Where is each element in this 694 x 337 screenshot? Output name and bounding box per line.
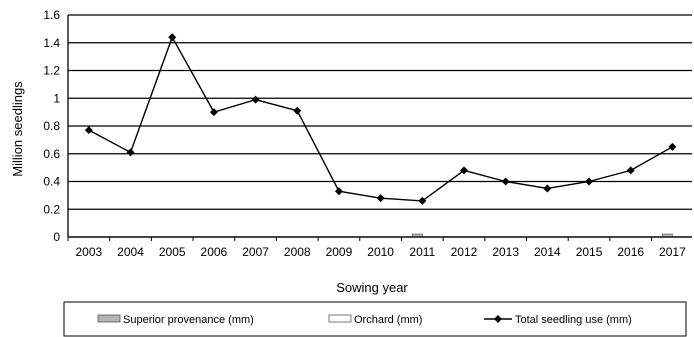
data-point [501, 177, 510, 186]
x-tick-label: 2015 [576, 245, 603, 259]
x-tick-label: 2014 [534, 245, 561, 259]
x-tick-label: 2016 [617, 245, 644, 259]
x-tick-label: 2012 [451, 245, 478, 259]
data-point [585, 177, 594, 186]
data-point [668, 142, 677, 151]
x-tick-label: 2011 [409, 245, 435, 259]
legend-swatch [97, 314, 121, 323]
x-tick-label: 2010 [367, 245, 394, 259]
data-point [543, 184, 552, 193]
data-point [459, 166, 468, 175]
x-tick-label: 2008 [284, 245, 311, 259]
x-tick-label: 2007 [242, 245, 269, 259]
x-tick-label: 2003 [75, 245, 102, 259]
x-tick-label: 2017 [659, 245, 686, 259]
data-point [251, 95, 260, 104]
x-tick-label: 2009 [326, 245, 353, 259]
y-tick-labels: 0 0.2 0.4 0.6 0.8 1 1.2 1.4 1.6 [43, 8, 60, 244]
data-point [209, 108, 218, 117]
legend-swatch-marker [494, 315, 502, 323]
y-axis-label: Million seedlings [10, 81, 25, 177]
y-tick-label: 0 [53, 230, 60, 244]
data-point [334, 187, 343, 196]
data-point [126, 148, 135, 157]
data-point [418, 196, 427, 205]
y-tick-label: 1.2 [43, 64, 60, 78]
data-point [626, 166, 635, 175]
data-point [84, 126, 93, 135]
x-axis-label: Sowing year [336, 280, 408, 295]
y-tick-label: 0.8 [43, 119, 60, 133]
legend-label: Orchard (mm) [354, 314, 422, 326]
grid-lines [68, 14, 692, 238]
legend-label: Total seedling use (mm) [515, 314, 632, 326]
legend-box [63, 301, 687, 337]
x-tick-label: 2013 [492, 245, 519, 259]
y-tick-label: 0.6 [43, 147, 60, 161]
y-tick-label: 0.4 [43, 175, 60, 189]
y-tick-label: 1 [53, 91, 60, 105]
x-tick-label: 2004 [117, 245, 144, 259]
y-tick-label: 1.6 [43, 8, 60, 22]
x-tick-labels: 2003 2004 2005 2006 2007 2008 2009 2010 2011 2012… [75, 245, 686, 259]
data-point [293, 106, 302, 115]
x-tick-label: 2006 [201, 245, 228, 259]
data-point [376, 194, 385, 203]
legend-swatch [328, 314, 352, 323]
legend: Superior provenance (mm) Orchard (mm) Tota… [63, 301, 687, 337]
legend-label: Superior provenance (mm) [123, 314, 254, 326]
series-line [84, 33, 677, 205]
data-point [168, 33, 177, 42]
x-tick-label: 2005 [159, 245, 186, 259]
axes [67, 15, 692, 241]
y-tick-label: 1.4 [43, 36, 60, 50]
series-line-path [88, 35, 673, 202]
y-tick-label: 0.2 [43, 202, 60, 216]
